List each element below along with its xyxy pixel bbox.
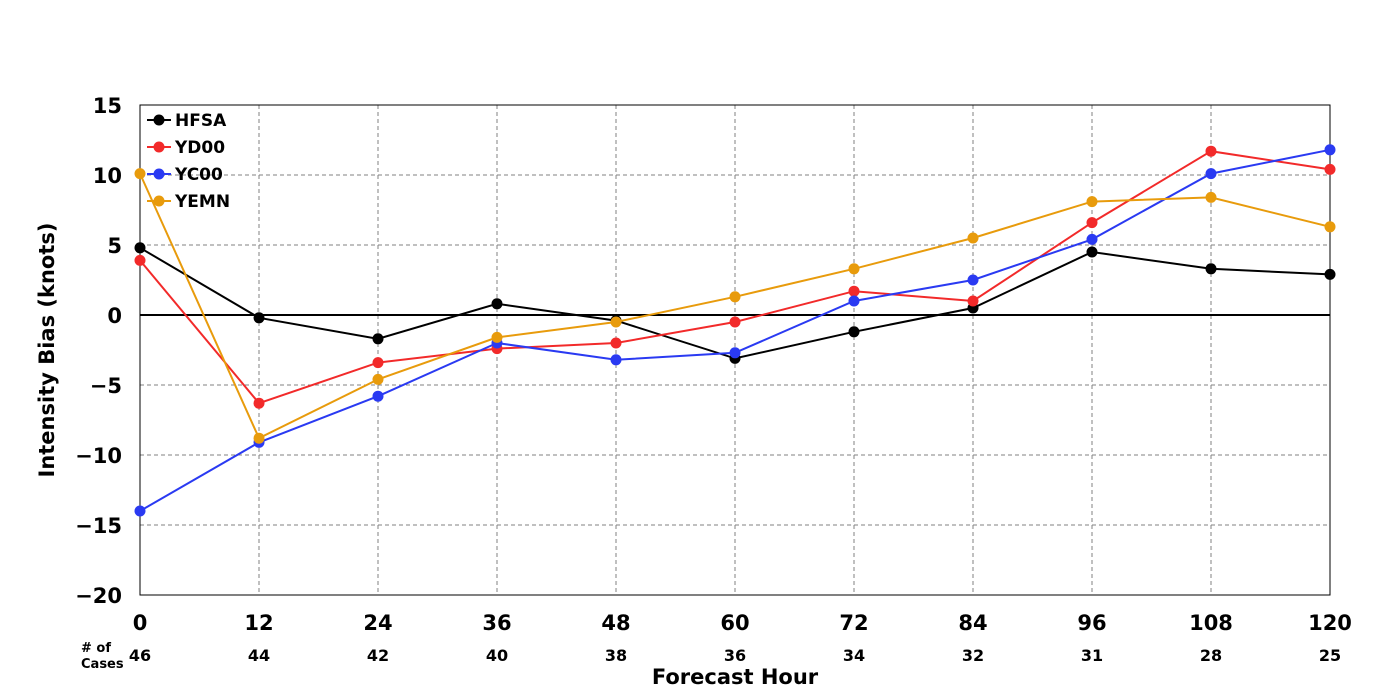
data-point-yemn <box>610 316 622 328</box>
case-count: 31 <box>1081 646 1103 665</box>
x-axis-label: Forecast Hour <box>652 665 819 689</box>
data-point-yd00 <box>253 397 265 409</box>
y-tick-label: 0 <box>107 304 122 328</box>
data-point-hfsa <box>134 242 146 254</box>
x-tick-label: 24 <box>363 611 392 635</box>
legend-label: YC00 <box>174 165 223 185</box>
x-tick-label: 48 <box>601 611 630 635</box>
data-point-hfsa <box>848 326 860 338</box>
x-tick-label: 84 <box>958 611 987 635</box>
legend-label: HFSA <box>175 111 227 131</box>
data-point-yd00 <box>1324 163 1336 175</box>
data-point-yc00 <box>372 390 384 402</box>
plot-frame <box>139 104 1331 596</box>
series-lines <box>134 144 1336 517</box>
data-point-yd00 <box>848 285 860 297</box>
data-point-hfsa <box>1086 246 1098 258</box>
legend-marker <box>153 168 165 180</box>
case-count: 42 <box>367 646 389 665</box>
data-point-yemn <box>729 291 741 303</box>
data-point-yd00 <box>1205 145 1217 157</box>
case-count: 36 <box>724 646 746 665</box>
legend-item-hfsa: HFSA <box>147 111 227 131</box>
data-point-hfsa <box>253 312 265 324</box>
case-count: 32 <box>962 646 984 665</box>
y-tick-label: 5 <box>107 234 122 258</box>
case-count: 34 <box>843 646 865 665</box>
legend-marker <box>153 141 165 153</box>
data-point-yd00 <box>1086 217 1098 229</box>
data-point-yc00 <box>1205 168 1217 180</box>
data-point-yc00 <box>134 505 146 517</box>
data-point-yemn <box>967 232 979 244</box>
y-tick-label: 15 <box>93 94 122 118</box>
grid-lines <box>140 105 1330 595</box>
x-tick-label: 108 <box>1189 611 1233 635</box>
data-point-yemn <box>372 373 384 385</box>
x-tick-label: 120 <box>1308 611 1352 635</box>
x-tick-label: 96 <box>1077 611 1106 635</box>
data-point-yc00 <box>1086 233 1098 245</box>
y-axis-label: Intensity Bias (knots) <box>35 223 59 478</box>
data-point-yc00 <box>610 354 622 366</box>
data-point-hfsa <box>491 298 503 310</box>
series-yemn <box>134 168 1336 444</box>
data-point-yc00 <box>967 274 979 286</box>
legend-label: YD00 <box>174 138 225 158</box>
data-point-yc00 <box>848 295 860 307</box>
cases-label-line: # of <box>81 641 111 656</box>
y-tick-label: 10 <box>93 164 122 188</box>
x-tick-label: 72 <box>839 611 868 635</box>
data-point-yemn <box>491 331 503 343</box>
x-tick-label: 12 <box>244 611 273 635</box>
x-tick-label: 36 <box>482 611 511 635</box>
case-count: 40 <box>486 646 508 665</box>
y-tick-label: −15 <box>75 514 122 538</box>
data-point-yd00 <box>967 295 979 307</box>
legend-item-yd00: YD00 <box>147 138 225 158</box>
case-count: 25 <box>1319 646 1341 665</box>
y-tick-label: −5 <box>90 374 122 398</box>
x-tick-label: 0 <box>133 611 148 635</box>
legend-marker <box>153 114 165 126</box>
series-yc00 <box>134 144 1336 517</box>
data-point-hfsa <box>1205 263 1217 275</box>
legend-item-yemn: YEMN <box>147 192 230 212</box>
cases-row-label: # of Cases <box>81 641 124 672</box>
data-point-yd00 <box>729 316 741 328</box>
data-point-yemn <box>1086 196 1098 208</box>
case-count: 38 <box>605 646 627 665</box>
data-point-yemn <box>253 432 265 444</box>
y-tick-label: −20 <box>75 584 122 608</box>
y-tick-labels: 15 10 5 0 −5 −10 −15 −20 <box>75 94 122 608</box>
legend-marker <box>153 195 165 207</box>
x-tick-label: 60 <box>720 611 749 635</box>
data-point-yemn <box>134 168 146 180</box>
data-point-yc00 <box>1324 144 1336 156</box>
legend: HFSA YD00 YC00 YEMN <box>147 111 230 212</box>
data-point-yemn <box>1324 221 1336 233</box>
x-tick-labels: 0 12 24 36 48 60 72 84 96 108 120 <box>133 611 1352 635</box>
data-point-hfsa <box>1324 268 1336 280</box>
legend-label: YEMN <box>174 192 230 212</box>
case-count-labels: 46 44 42 40 38 36 34 32 31 28 25 <box>129 646 1341 665</box>
case-count: 28 <box>1200 646 1222 665</box>
case-count: 44 <box>248 646 270 665</box>
data-point-yemn <box>1205 191 1217 203</box>
data-point-yd00 <box>134 254 146 266</box>
data-point-yemn <box>848 263 860 275</box>
data-point-yc00 <box>729 347 741 359</box>
data-point-yd00 <box>610 337 622 349</box>
series-hfsa <box>134 242 1336 364</box>
legend-item-yc00: YC00 <box>147 165 223 185</box>
case-count: 46 <box>129 646 151 665</box>
data-point-yd00 <box>372 357 384 369</box>
data-point-hfsa <box>372 333 384 345</box>
cases-label-line: Cases <box>81 657 124 672</box>
y-tick-label: −10 <box>75 444 122 468</box>
